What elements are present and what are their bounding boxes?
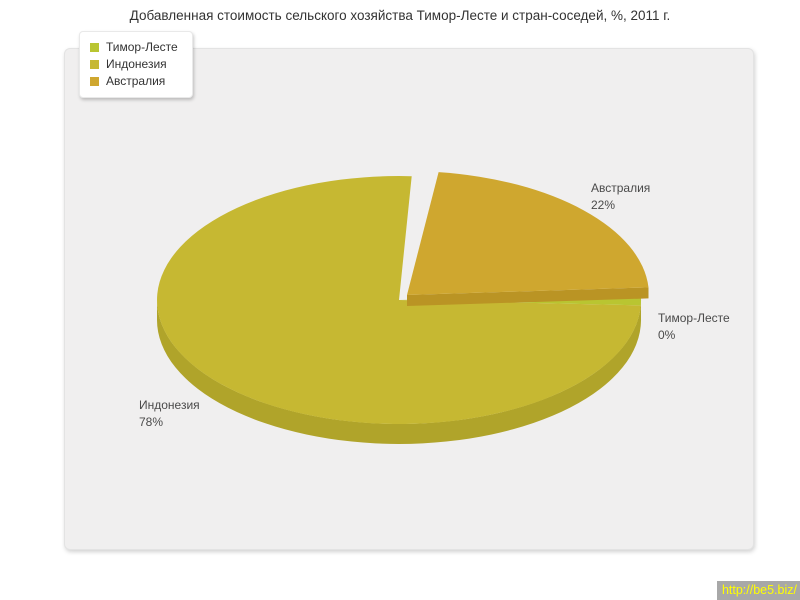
- label-australia-value: 22%: [591, 198, 616, 212]
- slice-australia-side: [407, 287, 649, 306]
- label-australia: Австралия 22%: [591, 180, 650, 214]
- slice-indonesia-side: [157, 300, 641, 444]
- label-australia-name: Австралия: [591, 181, 651, 195]
- pie-chart: [157, 172, 649, 444]
- label-indonesia: Индонезия 78%: [139, 397, 200, 431]
- slice-australia[interactable]: [407, 172, 649, 295]
- label-timor-leste-name: Тимор-Лесте: [658, 311, 730, 325]
- legend: Тимор-Лесте Индонезия Австралия: [79, 31, 193, 98]
- label-timor-leste-value: 0%: [658, 328, 676, 342]
- chart-panel: Австралия 22% Тимор-Лесте 0% Индонезия 7…: [64, 48, 754, 550]
- legend-swatch-australia: [90, 77, 99, 86]
- watermark-link[interactable]: http://be5.biz/: [716, 581, 800, 600]
- legend-label-indonesia: Индонезия: [106, 57, 167, 71]
- legend-swatch-timor-leste: [90, 43, 99, 52]
- label-timor-leste: Тимор-Лесте 0%: [658, 310, 730, 344]
- legend-item-indonesia[interactable]: Индонезия: [90, 56, 178, 73]
- legend-item-australia[interactable]: Австралия: [90, 73, 178, 90]
- legend-label-timor-leste: Тимор-Лесте: [106, 40, 178, 54]
- label-indonesia-name: Индонезия: [139, 398, 200, 412]
- legend-item-timor-leste[interactable]: Тимор-Лесте: [90, 39, 178, 56]
- slice-indonesia[interactable]: [157, 176, 641, 425]
- label-indonesia-value: 78%: [139, 415, 164, 429]
- chart-title: Добавленная стоимость сельского хозяйств…: [129, 8, 671, 23]
- legend-label-australia: Австралия: [106, 74, 166, 88]
- legend-swatch-indonesia: [90, 60, 99, 69]
